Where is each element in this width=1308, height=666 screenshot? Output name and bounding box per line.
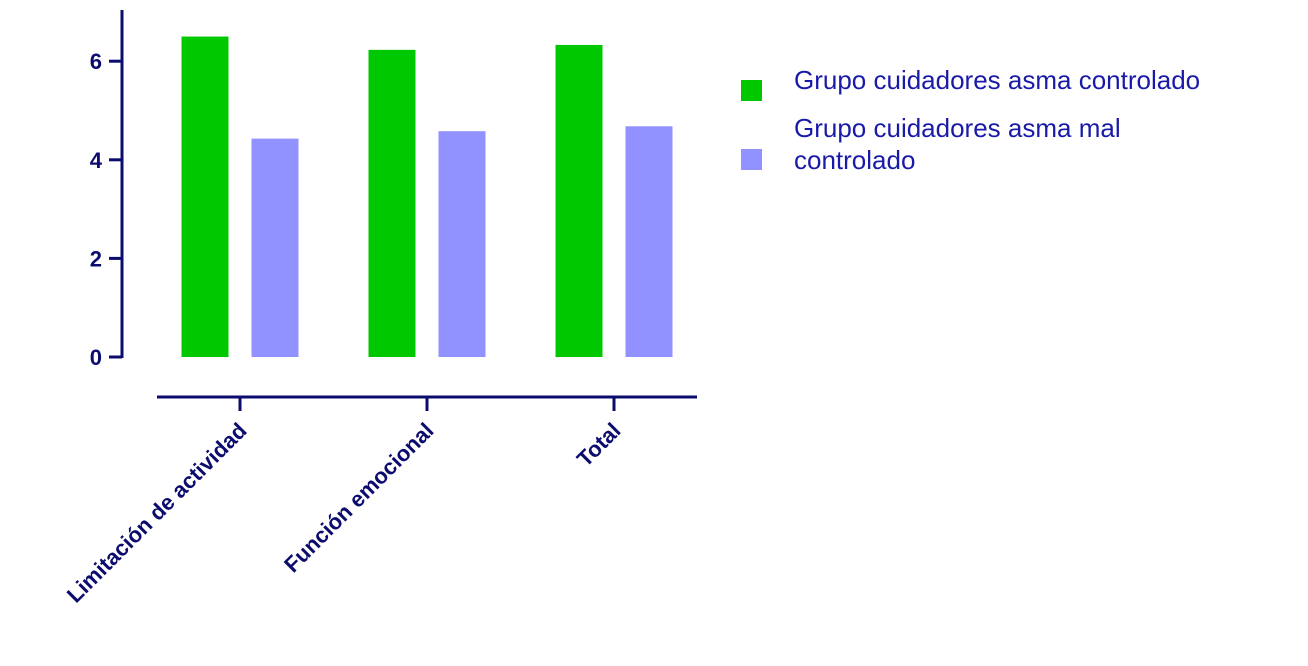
y-tick-label: 2 xyxy=(90,246,102,271)
bar-series1-1 xyxy=(368,49,416,358)
legend-label-1: Grupo cuidadores asma controlado xyxy=(794,65,1200,95)
x-category-label: Limitación de actividad xyxy=(62,418,252,608)
bar-series2-2 xyxy=(625,126,673,357)
x-axis-ticks: Limitación de actividad Función emocional… xyxy=(62,397,626,608)
y-tick-label: 0 xyxy=(90,345,102,370)
y-axis-ticks: 0 2 4 6 xyxy=(90,49,122,370)
bar-series2-0 xyxy=(251,138,299,357)
legend: Grupo cuidadores asma controlado Grupo cu… xyxy=(741,65,1200,175)
legend-swatch-2 xyxy=(741,149,762,170)
legend-swatch-1 xyxy=(741,80,762,101)
bars xyxy=(181,36,673,358)
bar-series2-1 xyxy=(438,131,486,357)
y-tick-label: 6 xyxy=(90,49,102,74)
legend-label-2: Grupo cuidadores asma mal controlado xyxy=(794,113,1121,175)
bar-series1-0 xyxy=(181,36,229,358)
x-category-label: Total xyxy=(572,418,626,472)
bar-series1-2 xyxy=(555,44,603,357)
y-tick-label: 4 xyxy=(90,148,103,173)
x-category-label: Función emocional xyxy=(279,418,438,577)
